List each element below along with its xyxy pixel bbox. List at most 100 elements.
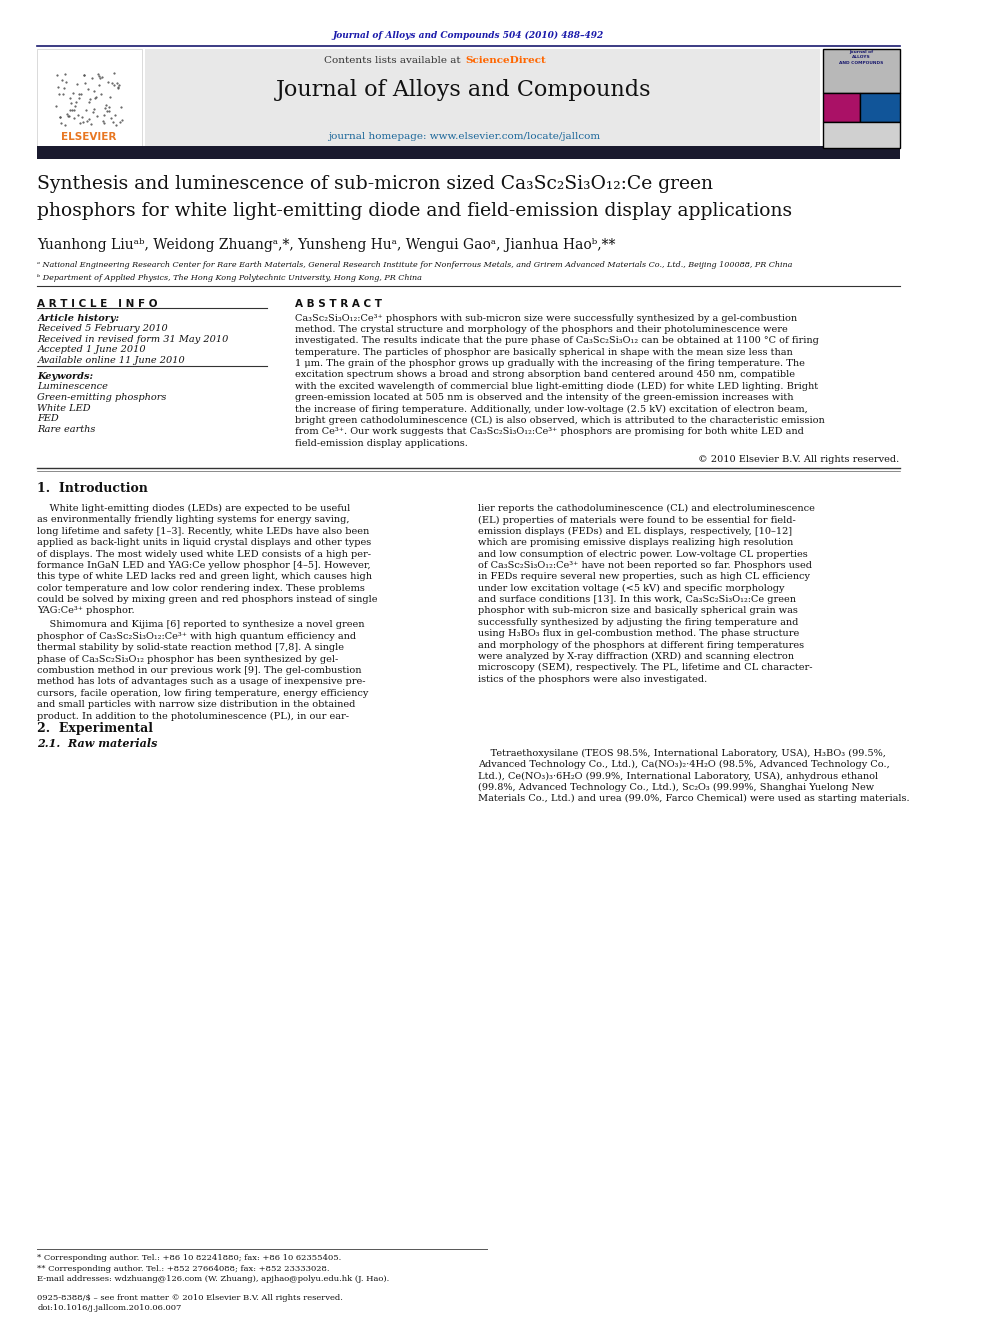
FancyBboxPatch shape: [145, 49, 820, 148]
Text: YAG:Ce³⁺ phosphor.: YAG:Ce³⁺ phosphor.: [38, 606, 135, 615]
Point: [78, 99, 94, 120]
Point: [68, 91, 84, 112]
Point: [107, 105, 123, 126]
Text: Received in revised form 31 May 2010: Received in revised form 31 May 2010: [38, 335, 229, 344]
Text: * Corresponding author. Tel.: +86 10 82241880; fax: +86 10 62355405.: * Corresponding author. Tel.: +86 10 822…: [38, 1254, 341, 1262]
Text: Journal of Alloys and Compounds: Journal of Alloys and Compounds: [276, 79, 652, 102]
Point: [114, 108, 130, 130]
Point: [85, 79, 101, 101]
Text: (EL) properties of materials were found to be essential for field-: (EL) properties of materials were found …: [478, 516, 796, 524]
Point: [104, 73, 120, 94]
Text: (99.8%, Advanced Technology Co., Ltd.), Sc₂O₃ (99.99%, Shanghai Yuelong New: (99.8%, Advanced Technology Co., Ltd.), …: [478, 783, 874, 792]
Text: 1 μm. The grain of the phosphor grows up gradually with the increasing of the fi: 1 μm. The grain of the phosphor grows up…: [296, 359, 806, 368]
Point: [100, 71, 116, 93]
Text: Tetraethoxysilane (TEOS 98.5%, International Laboratory, USA), H₃BO₃ (99.5%,: Tetraethoxysilane (TEOS 98.5%, Internati…: [478, 749, 886, 758]
Point: [91, 65, 107, 86]
Point: [76, 64, 92, 85]
Text: Shimomura and Kijima [6] reported to synthesize a novel green: Shimomura and Kijima [6] reported to syn…: [38, 620, 365, 630]
Text: © 2010 Elsevier B.V. All rights reserved.: © 2010 Elsevier B.V. All rights reserved…: [698, 455, 900, 464]
Text: as environmentally friendly lighting systems for energy saving,: as environmentally friendly lighting sys…: [38, 516, 350, 524]
Point: [75, 65, 91, 86]
Point: [58, 64, 73, 85]
Text: color temperature and low color rendering index. These problems: color temperature and low color renderin…: [38, 583, 365, 593]
Text: were analyzed by X-ray diffraction (XRD) and scanning electron: were analyzed by X-ray diffraction (XRD)…: [478, 652, 794, 662]
Point: [98, 94, 114, 115]
Text: A B S T R A C T: A B S T R A C T: [296, 299, 382, 310]
Text: ELSEVIER: ELSEVIER: [62, 131, 117, 142]
Point: [74, 106, 90, 127]
Point: [113, 97, 129, 118]
Text: under low excitation voltage (<5 kV) and specific morphology: under low excitation voltage (<5 kV) and…: [478, 583, 785, 593]
Point: [95, 105, 111, 126]
Point: [85, 102, 101, 123]
Text: and surface conditions [13]. In this work, Ca₃Sc₂Si₃O₁₂:Ce green: and surface conditions [13]. In this wor…: [478, 595, 796, 605]
Text: using H₃BO₃ flux in gel-combustion method. The phase structure: using H₃BO₃ flux in gel-combustion metho…: [478, 630, 800, 638]
Point: [59, 71, 74, 93]
Text: Ca₃Sc₂Si₃O₁₂:Ce³⁺ phosphors with sub-micron size were successfully synthesized b: Ca₃Sc₂Si₃O₁₂:Ce³⁺ phosphors with sub-mic…: [296, 314, 798, 323]
Point: [96, 112, 112, 134]
Text: successfully synthesized by adjusting the firing temperature and: successfully synthesized by adjusting th…: [478, 618, 799, 627]
Point: [87, 87, 103, 108]
Text: product. In addition to the photoluminescence (PL), in our ear-: product. In addition to the photolumines…: [38, 712, 349, 721]
Point: [90, 74, 106, 95]
Text: Journal of Alloys and Compounds 504 (2010) 488–492: Journal of Alloys and Compounds 504 (201…: [333, 30, 604, 40]
Point: [62, 87, 78, 108]
Point: [63, 93, 79, 114]
Point: [97, 98, 113, 119]
Point: [101, 101, 117, 122]
FancyBboxPatch shape: [822, 49, 900, 148]
Text: White light-emitting diodes (LEDs) are expected to be useful: White light-emitting diodes (LEDs) are e…: [38, 504, 351, 513]
Text: Journal of
ALLOYS
AND COMPOUNDS: Journal of ALLOYS AND COMPOUNDS: [839, 50, 883, 65]
Point: [80, 91, 96, 112]
Point: [52, 107, 67, 128]
Point: [69, 74, 85, 95]
Text: Synthesis and luminescence of sub-micron sized Ca₃Sc₂Si₃O₁₂:Ce green: Synthesis and luminescence of sub-micron…: [38, 175, 713, 193]
Point: [60, 105, 75, 126]
Text: 2.1.  Raw materials: 2.1. Raw materials: [38, 738, 158, 749]
Point: [70, 87, 86, 108]
Text: ** Corresponding author. Tel.: +852 27664088; fax: +852 23333028.: ** Corresponding author. Tel.: +852 2766…: [38, 1265, 330, 1273]
Text: applied as back-light units in liquid crystal displays and other types: applied as back-light units in liquid cr…: [38, 538, 372, 548]
Point: [50, 77, 65, 98]
Text: of displays. The most widely used white LED consists of a high per-: of displays. The most widely used white …: [38, 549, 371, 558]
Text: combustion method in our previous work [9]. The gel-combustion: combustion method in our previous work […: [38, 665, 362, 675]
Text: bright green cathodoluminescence (CL) is also observed, which is attributed to t: bright green cathodoluminescence (CL) is…: [296, 415, 825, 425]
Point: [49, 95, 64, 116]
Text: method. The crystal structure and morphology of the phosphors and their photolum: method. The crystal structure and morpho…: [296, 325, 788, 333]
Point: [102, 86, 118, 107]
Text: Advanced Technology Co., Ltd.), Ca(NO₃)₂·4H₂O (98.5%, Advanced Technology Co.,: Advanced Technology Co., Ltd.), Ca(NO₃)₂…: [478, 761, 890, 769]
Text: Available online 11 June 2010: Available online 11 June 2010: [38, 356, 186, 365]
Text: long lifetime and safety [1–3]. Recently, white LEDs have also been: long lifetime and safety [1–3]. Recently…: [38, 527, 370, 536]
Point: [64, 99, 80, 120]
Point: [100, 97, 116, 118]
Text: from Ce³⁺. Our work suggests that Ca₃Sc₂Si₃O₁₂:Ce³⁺ phosphors are promising for : from Ce³⁺. Our work suggests that Ca₃Sc₂…: [296, 427, 805, 437]
Text: FED: FED: [38, 414, 60, 423]
Point: [111, 74, 127, 95]
Text: investigated. The results indicate that the pure phase of Ca₃Sc₂Si₃O₁₂ can be ob: investigated. The results indicate that …: [296, 336, 819, 345]
Point: [83, 114, 99, 135]
Point: [112, 111, 128, 132]
FancyBboxPatch shape: [822, 122, 900, 148]
Text: E-mail addresses: wdzhuang@126.com (W. Zhuang), apjhao@polyu.edu.hk (J. Hao).: E-mail addresses: wdzhuang@126.com (W. Z…: [38, 1275, 390, 1283]
Text: A R T I C L E   I N F O: A R T I C L E I N F O: [38, 299, 158, 310]
Point: [69, 105, 85, 126]
Point: [103, 107, 119, 128]
Point: [72, 112, 88, 134]
Text: method has lots of advantages such as a usage of inexpensive pre-: method has lots of advantages such as a …: [38, 677, 366, 687]
Point: [64, 83, 80, 105]
Text: Green-emitting phosphors: Green-emitting phosphors: [38, 393, 167, 402]
Text: ᵇ Department of Applied Physics, The Hong Kong Polytechnic University, Hong Kong: ᵇ Department of Applied Physics, The Hon…: [38, 274, 423, 282]
Text: 1.  Introduction: 1. Introduction: [38, 482, 149, 495]
Point: [88, 86, 104, 107]
Point: [79, 110, 95, 131]
Point: [57, 114, 72, 135]
Text: Contents lists available at: Contents lists available at: [324, 56, 464, 65]
Point: [55, 69, 70, 90]
Point: [56, 78, 71, 99]
Point: [60, 106, 75, 127]
Text: cursors, facile operation, low firing temperature, energy efficiency: cursors, facile operation, low firing te…: [38, 689, 369, 697]
Text: and small particles with narrow size distribution in the obtained: and small particles with narrow size dis…: [38, 700, 356, 709]
Text: emission displays (FEDs) and EL displays, respectively, [10–12]: emission displays (FEDs) and EL displays…: [478, 527, 792, 536]
Text: and morphology of the phosphors at different firing temperatures: and morphology of the phosphors at diffe…: [478, 640, 805, 650]
Point: [105, 111, 121, 132]
